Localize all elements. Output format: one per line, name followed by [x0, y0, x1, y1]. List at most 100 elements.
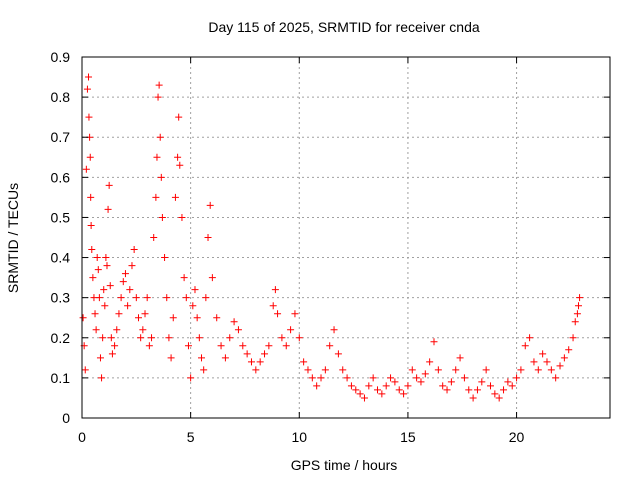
data-point	[504, 378, 512, 386]
x-tick-label: 20	[509, 429, 525, 445]
y-tick-label: 0.5	[51, 209, 71, 225]
data-point	[121, 270, 129, 278]
data-point	[356, 390, 364, 398]
data-point	[184, 342, 192, 350]
data-point	[117, 294, 125, 302]
data-point	[96, 354, 104, 362]
data-point	[308, 374, 316, 382]
data-point	[491, 390, 499, 398]
data-point	[126, 286, 134, 294]
data-point	[176, 161, 184, 169]
data-point	[576, 294, 584, 302]
data-point	[569, 334, 577, 342]
data-point	[89, 274, 97, 282]
data-point	[150, 234, 158, 241]
data-point	[521, 342, 529, 350]
data-point	[87, 221, 95, 229]
data-point	[113, 326, 121, 334]
data-point	[195, 334, 203, 342]
data-point	[106, 282, 114, 290]
y-tick-label: 0.1	[51, 370, 71, 386]
data-point	[137, 334, 145, 342]
data-point	[365, 382, 373, 390]
data-point	[547, 366, 555, 374]
data-point	[85, 73, 93, 81]
data-point	[148, 334, 156, 342]
y-tick-label: 0.4	[51, 250, 71, 266]
data-point	[200, 366, 208, 374]
data-point	[404, 382, 412, 390]
data-point	[265, 342, 273, 350]
data-point	[552, 374, 560, 382]
data-point	[573, 310, 581, 318]
data-point	[206, 201, 214, 209]
data-point	[274, 310, 282, 318]
data-point	[413, 374, 421, 382]
data-point	[287, 326, 295, 334]
data-point	[99, 334, 107, 342]
data-point	[182, 294, 190, 302]
data-point	[382, 382, 390, 390]
data-point	[500, 386, 508, 394]
data-point	[85, 113, 93, 121]
x-tick-label: 5	[187, 429, 195, 445]
data-point	[530, 358, 538, 366]
data-point	[486, 382, 494, 390]
data-point	[243, 350, 251, 358]
data-point	[347, 382, 355, 390]
data-point	[326, 342, 334, 350]
data-point	[278, 334, 286, 342]
data-point	[115, 310, 123, 318]
data-point	[574, 302, 582, 310]
data-point	[513, 374, 521, 382]
data-point	[161, 254, 169, 262]
data-point	[108, 350, 116, 358]
data-point	[208, 274, 216, 282]
data-point	[465, 386, 473, 394]
data-point	[198, 354, 206, 362]
x-tick-label: 10	[291, 429, 307, 445]
data-point	[352, 386, 360, 394]
data-point	[271, 286, 279, 294]
data-point	[156, 133, 164, 141]
data-point	[82, 165, 90, 173]
data-point	[430, 338, 438, 346]
data-point	[269, 302, 277, 310]
data-point	[98, 374, 106, 382]
data-point	[221, 354, 229, 362]
y-tick-label: 0.2	[51, 330, 71, 346]
data-point	[157, 173, 165, 181]
data-point	[495, 394, 503, 402]
data-point	[111, 342, 119, 350]
y-tick-label: 0.9	[51, 49, 71, 65]
data-point	[456, 354, 464, 362]
data-point	[374, 386, 382, 394]
data-point	[439, 382, 447, 390]
y-tick-label: 0	[62, 410, 70, 426]
data-point	[134, 314, 142, 322]
data-point	[92, 326, 100, 334]
data-point	[339, 366, 347, 374]
data-point	[391, 378, 399, 386]
data-point	[452, 366, 460, 374]
data-point	[87, 193, 95, 201]
data-point	[400, 390, 408, 398]
data-point	[189, 302, 197, 310]
data-point	[304, 366, 312, 374]
data-point	[213, 314, 221, 322]
data-point	[101, 302, 109, 310]
y-axis-ticks: 0 0.1 0.2 0.3 0.4 0.5 0.6 0.7 0.8 0.9	[51, 49, 610, 426]
data-point	[187, 374, 195, 382]
data-point	[300, 358, 308, 366]
plot-frame	[81, 56, 611, 419]
data-point	[154, 93, 162, 101]
data-point	[163, 294, 171, 302]
data-point	[460, 374, 468, 382]
data-point	[482, 366, 490, 374]
data-point	[124, 302, 132, 310]
y-axis-label: SRMTID / TECUs	[5, 183, 21, 293]
data-point	[234, 326, 242, 334]
data-point	[334, 350, 342, 358]
